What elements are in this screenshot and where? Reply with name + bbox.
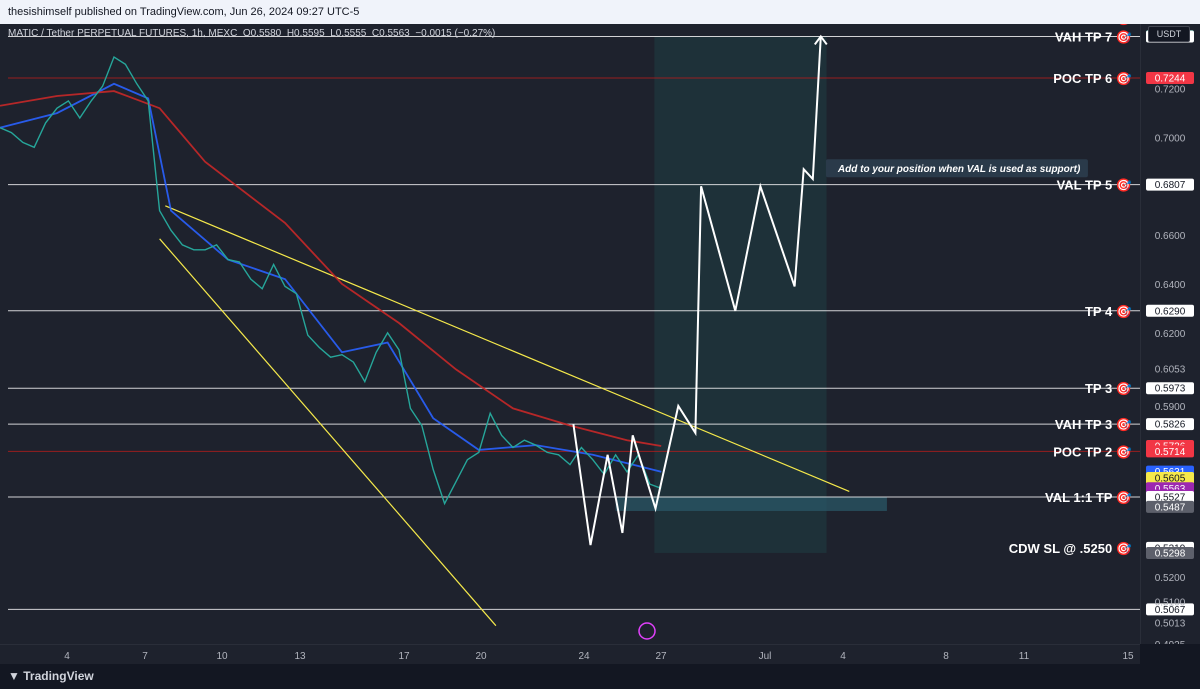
y-tick-label: 0.5900 bbox=[1155, 402, 1186, 413]
level-label: VAL TP 5 🎯 bbox=[1057, 178, 1132, 193]
y-tick-label: 0.7200 bbox=[1155, 85, 1186, 96]
annotation-text: Add to your position when VAL is used as… bbox=[837, 164, 1081, 175]
level-label: TP 3 🎯 bbox=[1085, 381, 1132, 396]
level-label: VAL 1:1 TP 🎯 bbox=[1045, 490, 1132, 505]
projection-path bbox=[572, 36, 822, 546]
time-axis-svg: 4 7 10 13 17 20 24 27 Jul 4 8 11 15 bbox=[64, 651, 1134, 662]
x-tick-label: 13 bbox=[294, 651, 306, 662]
level-label: VAL 🎯 bbox=[1087, 24, 1132, 26]
ema-line bbox=[0, 90, 662, 447]
price-tag bbox=[1146, 491, 1194, 504]
y-tick-label: 0.6200 bbox=[1155, 329, 1186, 340]
wedge-line bbox=[159, 238, 497, 627]
price-tag-text: 0.5714 bbox=[1155, 447, 1186, 458]
x-tick-label: 4 bbox=[840, 651, 846, 662]
price-tag-text: 0.6807 bbox=[1155, 180, 1186, 191]
symbol-name[interactable]: MATIC / Tether PERPETUAL FUTURES, 1h, ME… bbox=[8, 28, 238, 39]
x-tick-label: 27 bbox=[655, 651, 667, 662]
low-value: 0.5555 bbox=[335, 28, 367, 39]
tradingview-logo-icon: ▼ bbox=[8, 669, 20, 683]
annotation-box bbox=[825, 159, 1088, 178]
level-label: CDW SL @ .5250 🎯 bbox=[1009, 541, 1132, 556]
level-label: POC TP 2 🎯 bbox=[1053, 444, 1132, 459]
price-tag-text: 0.5563 bbox=[1155, 484, 1186, 495]
y-tick-label: 0.4925 bbox=[1155, 640, 1186, 644]
level-label: VAH TP 3 🎯 bbox=[1055, 417, 1132, 432]
projection-arrowhead bbox=[814, 34, 828, 46]
y-tick-label: 0.6400 bbox=[1155, 280, 1186, 291]
level-label: TP 4 🎯 bbox=[1085, 304, 1132, 319]
chart-area[interactable]: VAL 🎯 VAH TP 7 🎯 POC TP 6 🎯 VAL TP 5 🎯 TP 4 … bbox=[0, 11, 1140, 644]
price-tag bbox=[1146, 603, 1194, 616]
y-tick-label: 0.6053 bbox=[1155, 365, 1186, 376]
footer: ▼ TradingView bbox=[0, 664, 1200, 689]
close-label: C bbox=[371, 28, 380, 39]
price-tag-text: 0.6290 bbox=[1155, 306, 1186, 317]
price-tag-text: 0.5487 bbox=[1155, 502, 1186, 513]
price-tag-text: 0.5527 bbox=[1155, 493, 1186, 504]
x-tick-label: 4 bbox=[64, 651, 70, 662]
open-label: O bbox=[242, 28, 251, 39]
price-tag bbox=[1146, 178, 1194, 191]
price-tag-text: 0.5298 bbox=[1155, 548, 1186, 559]
price-tag bbox=[1146, 382, 1194, 395]
close-value: 0.5563 bbox=[379, 28, 410, 39]
y-tick-label: 0.5100 bbox=[1155, 597, 1186, 608]
y-tick-label: 0.5013 bbox=[1155, 619, 1186, 630]
x-tick-label: 11 bbox=[1019, 651, 1030, 662]
wedge-line bbox=[165, 205, 850, 492]
price-tag bbox=[1146, 71, 1194, 84]
price-tag-text: 0.5973 bbox=[1155, 384, 1186, 395]
currency-badge[interactable]: USDT bbox=[1148, 26, 1190, 42]
x-tick-label: 17 bbox=[398, 651, 410, 662]
entry-zone bbox=[615, 497, 887, 511]
y-tick-label: 0.6600 bbox=[1155, 231, 1186, 242]
price-tag bbox=[1146, 445, 1194, 458]
price-tag bbox=[1146, 500, 1194, 513]
level-label: VAH TP 7 🎯 bbox=[1055, 29, 1132, 44]
time-axis[interactable]: 4 7 10 13 17 20 24 27 Jul 4 8 11 15 bbox=[0, 644, 1140, 665]
lightning-icon bbox=[638, 622, 656, 640]
x-tick-label: 7 bbox=[142, 651, 148, 662]
price-axis[interactable]: 0.74900.74150.74140.72440.68070.62900.59… bbox=[1140, 11, 1200, 651]
level-label: POC TP 6 🎯 bbox=[1053, 71, 1132, 86]
symbol-info: MATIC / Tether PERPETUAL FUTURES, 1h, ME… bbox=[8, 28, 495, 39]
open-value: 0.5580 bbox=[250, 28, 282, 39]
y-tick-label: 0.7000 bbox=[1155, 134, 1186, 145]
x-tick-label: 24 bbox=[578, 651, 590, 662]
tradingview-brand: TradingView bbox=[23, 669, 94, 683]
target-zone bbox=[654, 36, 827, 553]
tradingview-logo[interactable]: ▼ TradingView bbox=[8, 664, 94, 689]
price-tag bbox=[1146, 418, 1194, 431]
x-tick-label: 8 bbox=[943, 651, 949, 662]
low-label: L bbox=[330, 28, 336, 39]
price-tag bbox=[1146, 546, 1194, 559]
price-line bbox=[0, 55, 662, 506]
price-tag-text: 0.5605 bbox=[1155, 474, 1186, 485]
x-tick-label: 10 bbox=[216, 651, 228, 662]
price-axis-svg: 0.74900.74150.74140.72440.68070.62900.59… bbox=[1146, 11, 1194, 651]
high-value: 0.5595 bbox=[294, 28, 325, 39]
y-tick-label: 0.5200 bbox=[1155, 573, 1186, 584]
change-value: −0.0015 (−0.27%) bbox=[415, 28, 496, 39]
x-tick-label: 20 bbox=[475, 651, 487, 662]
price-chart[interactable]: VAL 🎯 VAH TP 7 🎯 POC TP 6 🎯 VAL TP 5 🎯 TP 4 … bbox=[0, 11, 1140, 644]
price-tag-text: 0.5826 bbox=[1155, 420, 1186, 431]
publisher-credit: thesishimself published on TradingView.c… bbox=[0, 0, 1200, 24]
price-tag-text: 0.5067 bbox=[1155, 605, 1186, 616]
x-tick-label: 15 bbox=[1122, 651, 1134, 662]
x-tick-label: Jul bbox=[759, 651, 772, 662]
high-label: H bbox=[286, 28, 295, 39]
price-tag bbox=[1146, 304, 1194, 317]
price-tag bbox=[1146, 472, 1194, 485]
price-tag-text: 0.7244 bbox=[1155, 73, 1186, 84]
ema-line bbox=[0, 82, 662, 473]
